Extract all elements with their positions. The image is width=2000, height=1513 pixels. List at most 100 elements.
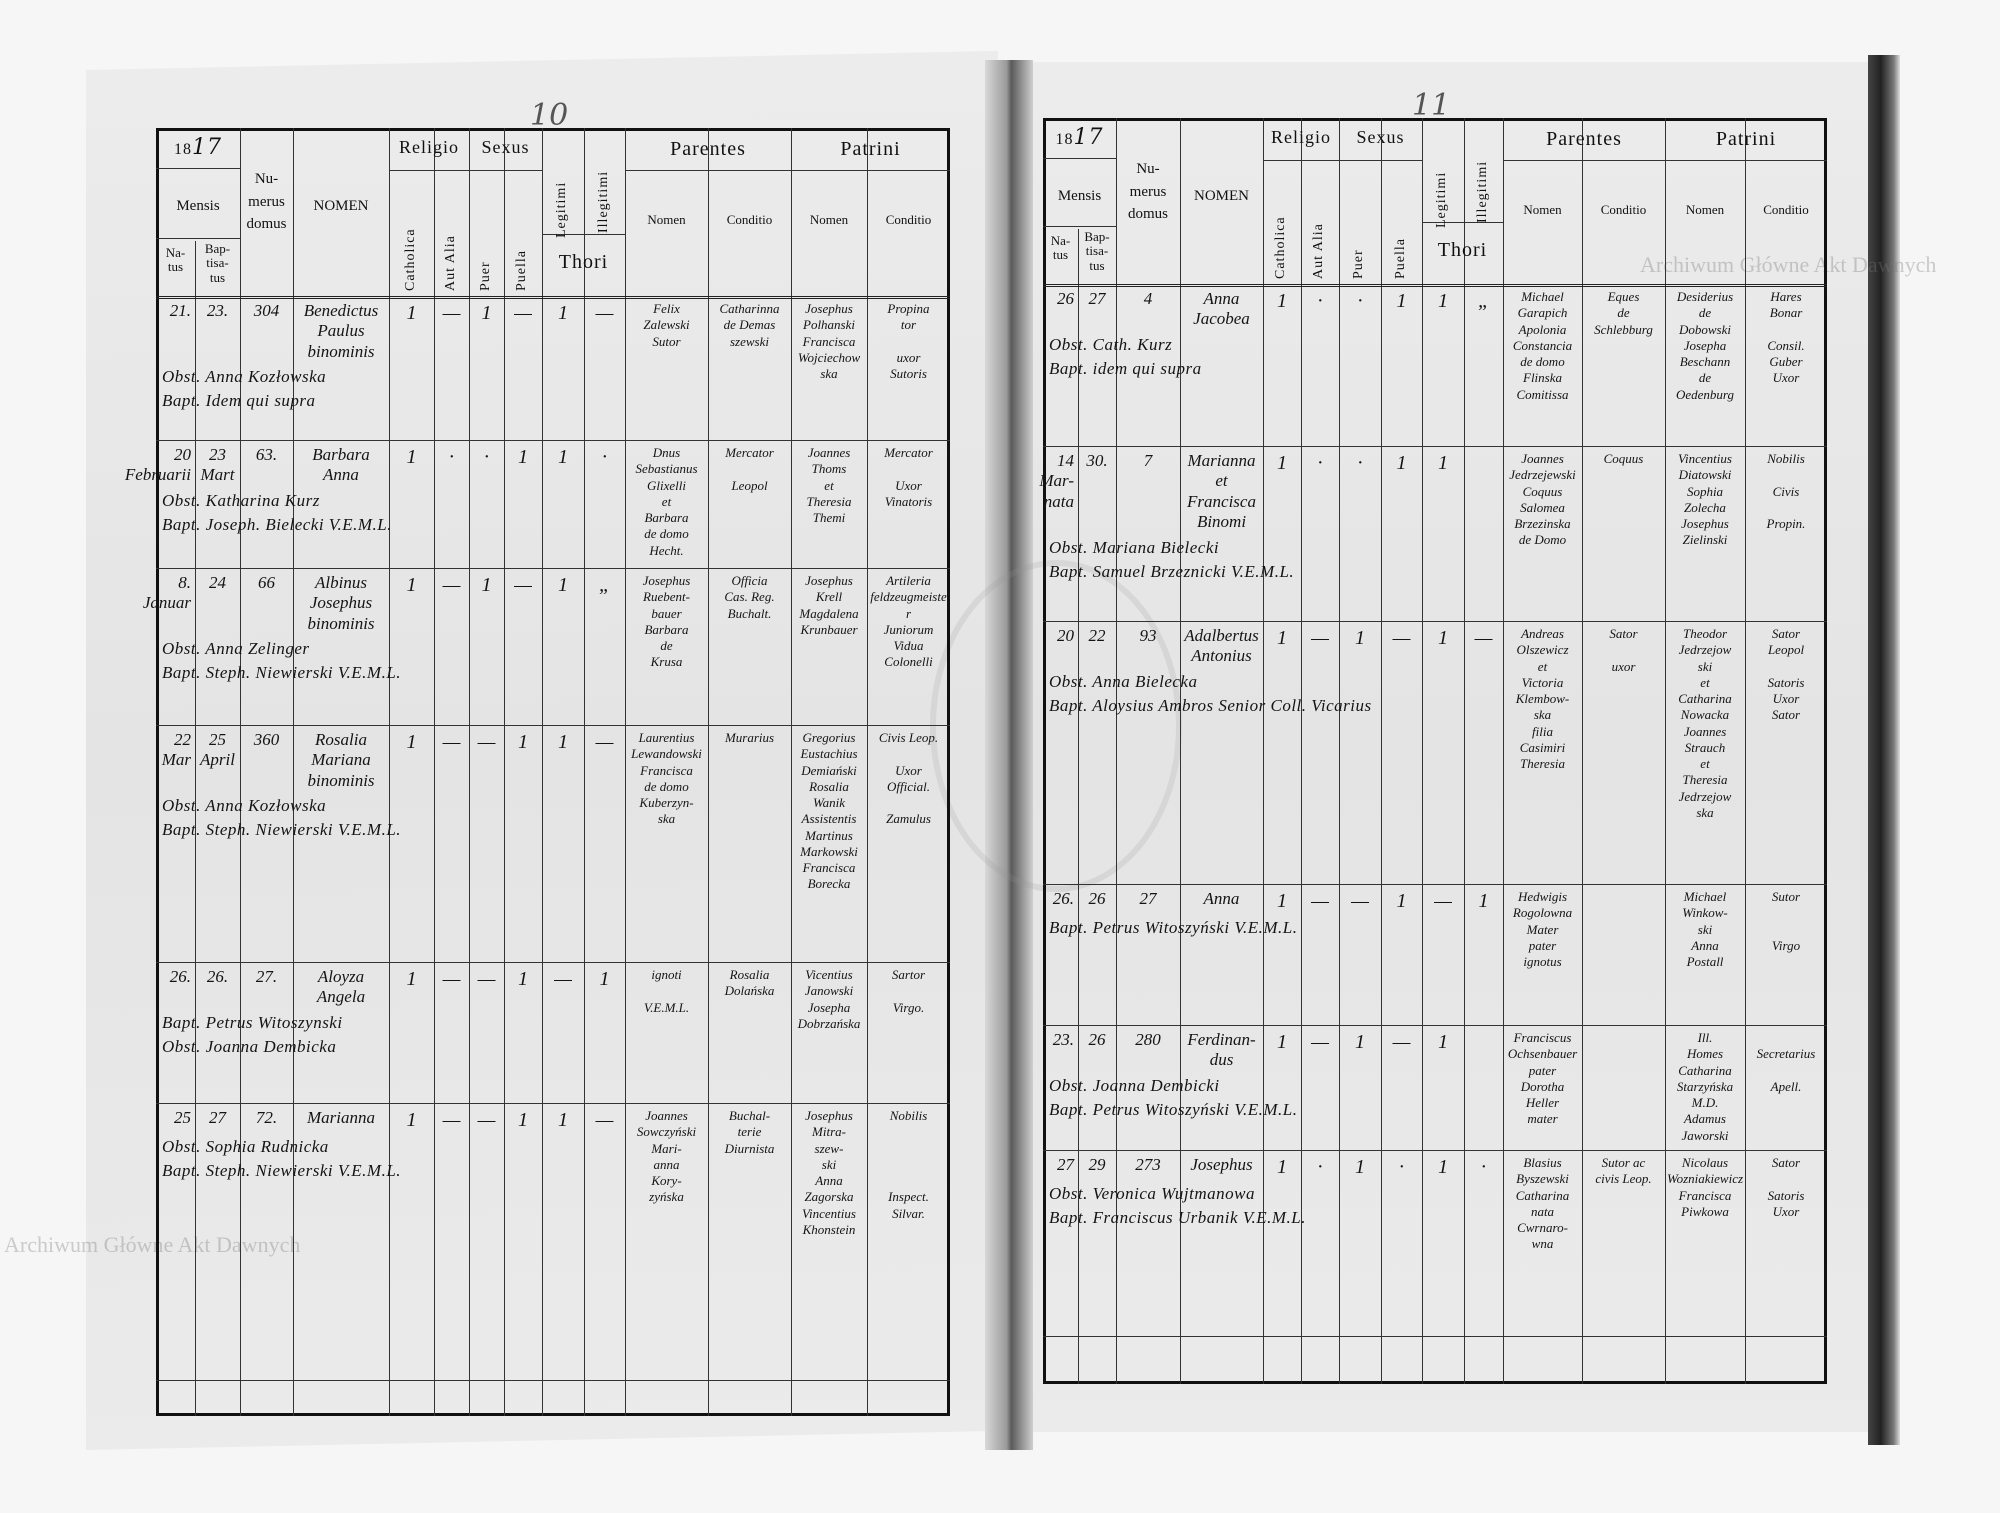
entry-baptisatus: 27 [209, 1108, 226, 1127]
entry-patrini-nomen: Nicolaus Wozniakiewicz Francisca Piwkowa [1666, 1155, 1744, 1219]
entry-patrini-conditio: Propina tor uxor Sutoris [887, 301, 930, 381]
header-aut-alia: Aut Alia [442, 235, 458, 291]
entry-legitimi: 1 [1438, 627, 1448, 649]
entry-natus: 22 Mar [161, 730, 191, 770]
header-patrini-conditio: Conditio [885, 212, 932, 227]
entry-catholica: 1 [406, 302, 417, 324]
row-divider [1043, 1150, 1827, 1151]
entry-puer: — [477, 968, 496, 990]
column-divider [1745, 118, 1746, 1384]
header-subline [1263, 160, 1422, 161]
page-number-left: 10 [530, 98, 569, 133]
header-parentes-conditio: Conditio [726, 212, 773, 227]
header-parentes-nomen: Nomen [1523, 202, 1562, 217]
entry-legitimi: 1 [558, 731, 568, 753]
header-nomen: NOMEN [1194, 188, 1249, 204]
entry-puer: 1 [1355, 627, 1365, 649]
entry-baptisatus: 26. [206, 967, 229, 986]
header-nomen: NOMEN [313, 198, 369, 214]
column-divider [1339, 118, 1340, 1384]
column-divider [1422, 118, 1423, 1384]
entry-patrini-conditio: Sator Leopol Satoris Uxor Sator [1767, 626, 1805, 723]
entry-domus: 27. [255, 967, 278, 986]
entry-catholica: 1 [1277, 1031, 1287, 1053]
entry-illegitimi: · [602, 446, 607, 468]
header-puer: Puer [1351, 249, 1366, 279]
header-subline [625, 170, 950, 171]
row-divider [1043, 1336, 1827, 1337]
entry-note: Obst. Anna Kozłowska [162, 796, 327, 815]
column-divider [1116, 118, 1117, 1384]
row-divider [156, 440, 950, 441]
entry-illegitimi: — [595, 1109, 614, 1131]
entry-aut-alia: — [442, 574, 461, 596]
column-divider [1464, 118, 1465, 1384]
row-divider [1043, 1025, 1827, 1026]
header-patrini-nomen: Nomen [809, 212, 849, 227]
entry-puella: · [1399, 1156, 1404, 1178]
header-thori: Thori [1437, 239, 1488, 261]
header-numerus-domus: Nu- merus domus [1127, 161, 1168, 222]
entry-patrini-nomen: Theodor Jedrzejow ski et Catharina Nowac… [1678, 626, 1732, 820]
entry-patrini-conditio: Nobilis Civis Propin. [1766, 451, 1806, 531]
entry-patrini-conditio: Mercator Uxor Vinatoris [884, 445, 933, 509]
entry-domus: 273 [1135, 1155, 1161, 1174]
entry-domus: 7 [1143, 451, 1153, 470]
entry-puella: 1 [518, 1109, 528, 1131]
header-parentes: Parentes [1546, 128, 1622, 150]
entry-puella: 1 [1396, 890, 1407, 912]
header-parentes-conditio: Conditio [1600, 202, 1647, 217]
entry-puer: · [1357, 452, 1363, 474]
entry-note: Obst. Joanna Dembicka [162, 1037, 337, 1056]
header-subline [389, 170, 542, 171]
header-divider [156, 296, 950, 299]
register-table [1043, 118, 1827, 1384]
entry-parentes-nomen: Felix Zalewski Sutor [643, 301, 690, 349]
entry-patrini-nomen: Joannes Thoms et Theresia Themi [806, 445, 852, 525]
entry-aut-alia: · [449, 446, 454, 468]
entry-illegitimi: — [1474, 627, 1493, 649]
entry-aut-alia: · [1317, 290, 1323, 312]
entry-note: Obst. Joanna Dembicki [1049, 1076, 1220, 1095]
header-subline [156, 238, 240, 239]
entry-catholica: 1 [406, 968, 417, 990]
column-divider [389, 128, 390, 1416]
entry-domus: 4 [1143, 289, 1153, 308]
column-divider [293, 128, 294, 1416]
entry-parentes-nomen: Laurentius Lewandowski Francisca de domo… [631, 730, 702, 827]
entry-note: Bapt. Steph. Niewierski V.E.M.L. [162, 820, 402, 839]
entry-parentes-nomen: ignoti V.E.M.L. [643, 967, 690, 1015]
entry-catholica: 1 [1277, 290, 1287, 312]
entry-natus: 26. [169, 967, 191, 986]
column-divider [434, 128, 435, 1416]
entry-nomen: Barbara Anna [312, 445, 370, 485]
entry-puer: 1 [1355, 1156, 1365, 1178]
entry-natus: 20 Februarii [124, 445, 191, 485]
entry-parentes-nomen: Joannes Jedrzejewski Coquus Salomea Brze… [1509, 451, 1576, 548]
year-handwritten: 17 [192, 135, 222, 160]
entry-note: Obst. Katharina Kurz [162, 491, 320, 510]
entry-baptisatus: 22 [1088, 626, 1106, 645]
entry-natus: 23. [1052, 1030, 1074, 1049]
entry-patrini-conditio: Sartor Virgo. [891, 967, 926, 1015]
book-binding-edge [1868, 55, 1900, 1445]
entry-parentes-nomen: Michael Garapich Apolonia Constancia de … [1512, 289, 1573, 402]
entry-note: Bapt. Steph. Niewierski V.E.M.L. [162, 663, 402, 682]
entry-note: Bapt. Samuel Brzeznicki V.E.M.L. [1049, 562, 1295, 581]
column-divider [1078, 229, 1079, 1384]
entry-catholica: 1 [1277, 1156, 1287, 1178]
entry-note: Bapt. Petrus Witoszynski [162, 1013, 343, 1032]
entry-catholica: 1 [406, 731, 417, 753]
header-parentes-nomen: Nomen [647, 212, 686, 227]
entry-note: Obst. Veronica Wujtmanowa [1049, 1184, 1255, 1203]
header-subline [1503, 160, 1827, 161]
entry-patrini-nomen: Vicentius Janowski Josepha Dobrzańska [797, 967, 861, 1031]
entry-puella: 1 [1396, 452, 1407, 474]
header-baptisatus: Bap- tisa- tus [204, 241, 231, 285]
row-divider [1043, 884, 1827, 885]
entry-aut-alia: — [1311, 1031, 1329, 1053]
entry-parentes-nomen: Joannes Sowczyński Mari- anna Kory- zyńs… [636, 1108, 697, 1205]
entry-nomen: Josephus [1190, 1155, 1253, 1174]
entry-puer: 1 [481, 574, 492, 596]
column-divider [708, 128, 709, 1416]
